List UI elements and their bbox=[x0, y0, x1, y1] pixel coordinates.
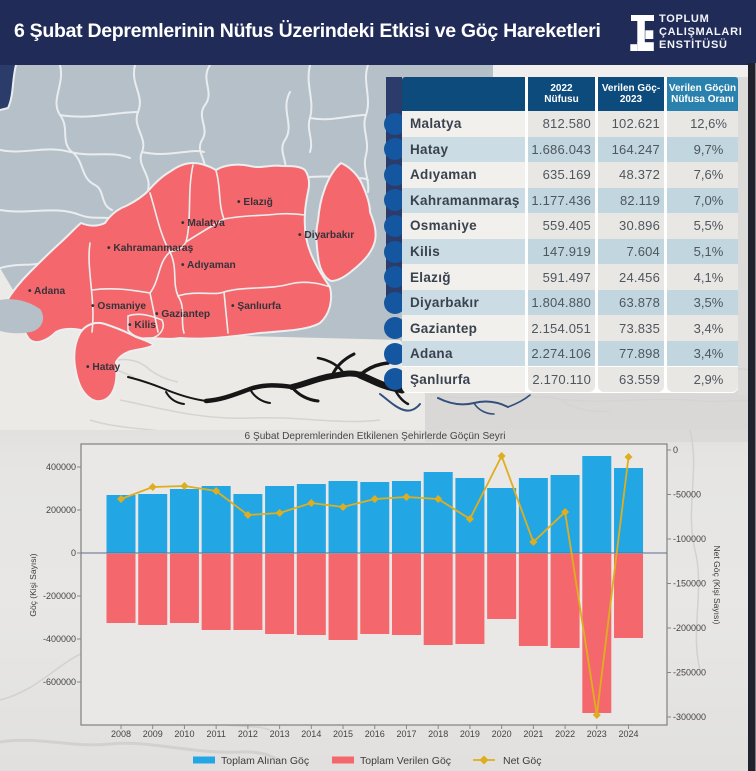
svg-text:Net Göç (Kişi Sayısı): Net Göç (Kişi Sayısı) bbox=[712, 546, 722, 625]
svg-text:2023: 2023 bbox=[587, 729, 607, 739]
svg-text:2011: 2011 bbox=[206, 729, 225, 739]
svg-text:2012: 2012 bbox=[238, 729, 258, 739]
svg-text:-250000: -250000 bbox=[673, 668, 706, 678]
svg-text:2018: 2018 bbox=[428, 729, 448, 739]
svg-text:-150000: -150000 bbox=[673, 579, 706, 589]
svg-text:0: 0 bbox=[71, 548, 76, 558]
svg-text:• Gaziantep: • Gaziantep bbox=[155, 309, 210, 320]
svg-text:2016: 2016 bbox=[365, 729, 385, 739]
svg-text:-50000: -50000 bbox=[673, 490, 701, 500]
svg-text:2013: 2013 bbox=[270, 729, 290, 739]
svg-text:Toplam Verilen Göç: Toplam Verilen Göç bbox=[360, 755, 451, 767]
svg-text:• Adana: • Adana bbox=[28, 286, 65, 297]
svg-text:• Kahramanmaraş: • Kahramanmaraş bbox=[107, 243, 194, 254]
svg-text:2021: 2021 bbox=[523, 729, 543, 739]
svg-text:• Osmaniye: • Osmaniye bbox=[91, 301, 146, 312]
svg-text:200000: 200000 bbox=[46, 505, 76, 515]
svg-text:• Elazığ: • Elazığ bbox=[237, 197, 273, 208]
svg-text:2022: 2022 bbox=[555, 729, 575, 739]
svg-text:Göç (Kişi Sayısı): Göç (Kişi Sayısı) bbox=[28, 553, 38, 616]
svg-text:-300000: -300000 bbox=[673, 712, 706, 722]
svg-text:2008: 2008 bbox=[111, 729, 131, 739]
svg-text:-100000: -100000 bbox=[673, 534, 706, 544]
svg-text:2020: 2020 bbox=[492, 729, 512, 739]
svg-text:6 Şubat Depremlerinden Etkilen: 6 Şubat Depremlerinden Etkilenen Şehirle… bbox=[245, 431, 506, 442]
svg-text:400000: 400000 bbox=[46, 462, 76, 472]
svg-text:• Diyarbakır: • Diyarbakır bbox=[298, 230, 354, 241]
svg-text:2010: 2010 bbox=[174, 729, 194, 739]
svg-text:0: 0 bbox=[673, 445, 678, 455]
svg-text:2015: 2015 bbox=[333, 729, 353, 739]
svg-text:-200000: -200000 bbox=[673, 623, 706, 633]
svg-text:-200000: -200000 bbox=[43, 591, 76, 601]
svg-text:• Hatay: • Hatay bbox=[86, 362, 120, 373]
svg-text:• Kilis: • Kilis bbox=[128, 320, 156, 331]
svg-text:• Şanlıurfa: • Şanlıurfa bbox=[231, 301, 281, 312]
svg-text:2024: 2024 bbox=[619, 729, 639, 739]
svg-text:Net Göç: Net Göç bbox=[503, 755, 542, 767]
svg-text:2009: 2009 bbox=[143, 729, 163, 739]
svg-text:-600000: -600000 bbox=[43, 677, 76, 687]
svg-text:• Adıyaman: • Adıyaman bbox=[181, 260, 236, 271]
svg-text:Toplam Alınan Göç: Toplam Alınan Göç bbox=[221, 755, 309, 767]
svg-text:2017: 2017 bbox=[396, 729, 416, 739]
svg-text:2014: 2014 bbox=[301, 729, 321, 739]
svg-text:-400000: -400000 bbox=[43, 634, 76, 644]
svg-text:• Malatya: • Malatya bbox=[181, 218, 225, 229]
svg-text:2019: 2019 bbox=[460, 729, 480, 739]
